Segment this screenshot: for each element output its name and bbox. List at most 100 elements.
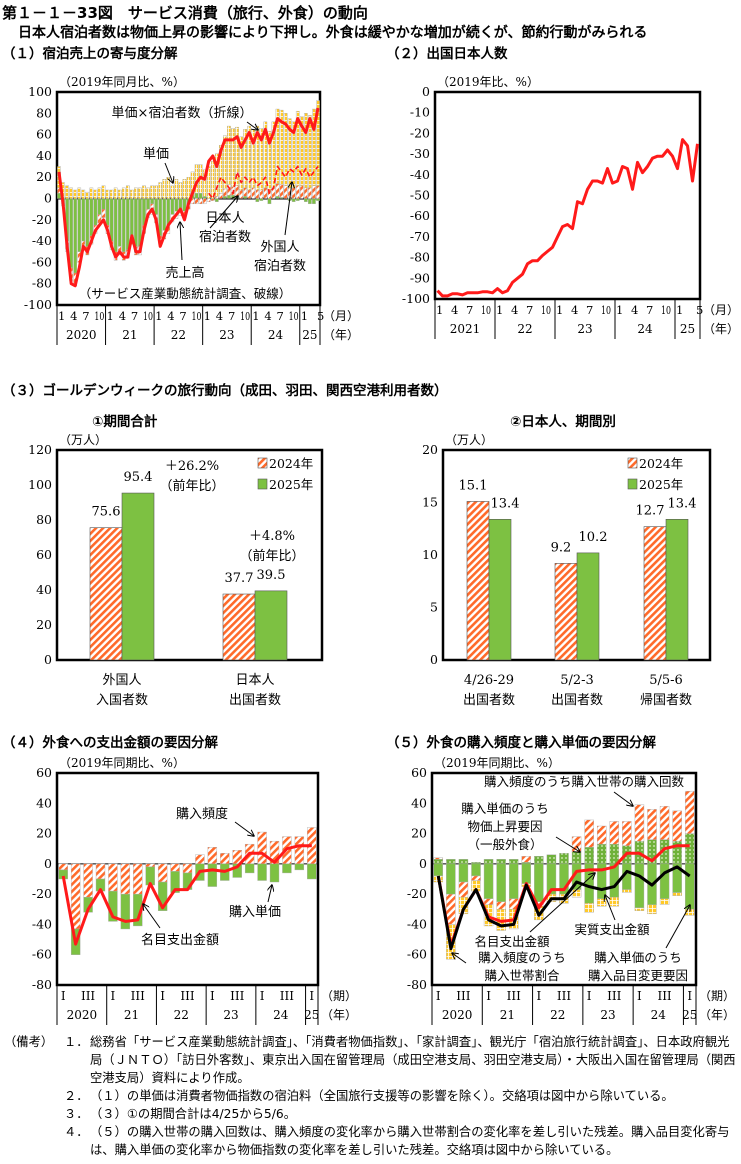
annotation-label: （一般外食）	[467, 837, 542, 852]
note-text: （１）の単価は消費者物価指数の宿泊料（全国旅行支援等の影響を除く）。交絡項は図中…	[90, 1089, 674, 1103]
bar-segment	[257, 863, 267, 881]
year-label: 21	[124, 1008, 139, 1022]
bar-segment	[255, 189, 260, 199]
bar-segment	[282, 863, 292, 874]
series-line	[208, 165, 319, 200]
data-label: 13.4	[668, 496, 697, 511]
annotation-arrow	[605, 895, 616, 921]
bar	[576, 552, 600, 661]
chart-accommodation-sales: 100 80 60 40 20 0 -20 -40 -60 -80 -100 （2019年同月比、%）…	[24, 75, 359, 345]
x-tick-label: 1	[58, 309, 65, 323]
bar-segment	[154, 185, 158, 199]
bar-segment	[81, 198, 86, 242]
bar-segment	[259, 189, 264, 199]
bar-segment	[521, 856, 532, 863]
annotation-label: 名目支出金額	[141, 932, 219, 948]
bar-segment	[85, 198, 90, 247]
bar-segment	[97, 198, 102, 215]
bar-segment	[210, 198, 215, 201]
note-1: （備考） １． 総務省「サービス産業動態統計調査」、「消費者物価指数」、「家計調…	[4, 1033, 739, 1087]
year-label: 24	[268, 328, 284, 342]
bar-segment	[150, 185, 154, 199]
bar-segment	[458, 881, 469, 898]
x-tick-label: III	[507, 989, 521, 1003]
annotation-label: （サービス産業動態統計調査、破線）	[79, 286, 292, 301]
bar-segment	[223, 188, 227, 197]
bar-segment	[521, 862, 532, 865]
bar-segment	[77, 187, 82, 199]
data-label: 9.2	[551, 540, 572, 555]
bar-segment	[101, 185, 106, 199]
bar-segment	[295, 110, 300, 186]
bar	[643, 526, 667, 661]
series-line	[436, 138, 699, 298]
panel3-title: （３）ゴールデンウィークの旅行動向（成田、羽田、関西空港利用者数）	[2, 383, 448, 399]
bar-segment	[219, 192, 223, 199]
bar-segment	[684, 863, 695, 910]
year-label: 25	[302, 328, 317, 342]
y-tick-label: 20	[36, 826, 52, 841]
bar-segment	[304, 113, 308, 189]
bar-segment	[117, 198, 122, 247]
x-tick-label: 7	[646, 303, 653, 317]
year-label: 21	[122, 328, 137, 342]
bar-segment	[150, 198, 154, 205]
bar	[121, 492, 155, 661]
annotation-label: 名目支出金額	[474, 934, 550, 949]
bar	[222, 593, 256, 661]
annotation-label: 単価	[143, 146, 169, 162]
x-unit-label: （期）	[321, 989, 357, 1003]
category-label: 日本人	[235, 673, 274, 688]
note-text: （３）①の期間合計は4/25から5/6。	[90, 1107, 296, 1121]
annotation-arrow	[452, 953, 467, 964]
bar-segment	[182, 863, 193, 874]
y-tick-label: 60	[36, 547, 52, 562]
legend-label: 2024年	[639, 456, 683, 471]
annotation-label: （前年比）	[159, 478, 224, 494]
bar-segment	[267, 198, 272, 205]
bar-segment	[166, 176, 171, 199]
x-tick-label: III	[557, 989, 571, 1003]
bar-segment	[223, 135, 227, 190]
bar-segment	[534, 856, 544, 865]
y-tick-label: 0	[44, 191, 52, 206]
bar-segment	[304, 187, 308, 199]
y-tick-label: 0	[44, 856, 52, 871]
bar-segment	[162, 198, 167, 231]
bar-segment	[146, 198, 150, 210]
bar	[665, 518, 689, 661]
category-label: 出国者数	[463, 693, 515, 708]
bar-segment	[120, 893, 131, 930]
year-label: 2020	[66, 328, 97, 342]
bar-segment	[458, 859, 469, 865]
bar-segment	[312, 198, 316, 205]
x-tick-label: 5	[317, 309, 324, 323]
bar-segment	[178, 182, 183, 199]
x-unit-label: （年）	[323, 328, 359, 342]
annotation-label: 購入頻度のうち	[478, 950, 566, 965]
x-tick-label: 10	[481, 303, 491, 317]
y-tick-label: -100	[402, 291, 430, 306]
x-tick-label: 1	[204, 309, 211, 323]
x-unit-label: （年）	[699, 1008, 735, 1022]
bar-segment	[113, 187, 118, 199]
annotation-arrow	[268, 885, 272, 903]
note-number: ３．	[64, 1107, 89, 1121]
y-tick-label: 20	[422, 442, 438, 457]
category-label: 5/2-3	[560, 673, 594, 688]
unit-label: （万人）	[445, 433, 493, 447]
bar-segment	[108, 863, 118, 892]
bar-segment	[95, 863, 106, 880]
panel5-title: （５）外食の購入頻度と購入単価の要因分解	[386, 735, 656, 751]
x-tick-label: 7	[82, 309, 89, 323]
bar-segment	[304, 198, 308, 202]
bar-segment	[219, 145, 223, 194]
legend-swatch	[627, 478, 638, 490]
y-tick-label: -40	[407, 916, 427, 931]
annotation-arrow	[246, 121, 258, 130]
annotation-label: 購入単価	[229, 904, 281, 920]
year-label: 22	[171, 328, 186, 342]
bar-segment	[85, 191, 90, 199]
bar	[466, 501, 490, 661]
